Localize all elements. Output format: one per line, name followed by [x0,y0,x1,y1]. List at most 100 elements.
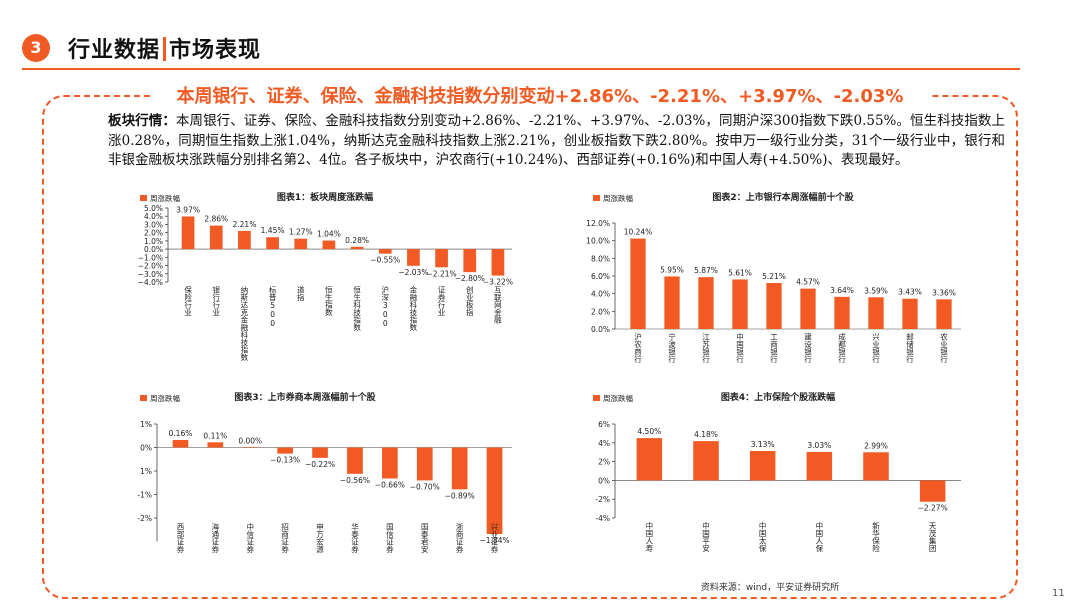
y-tick-label: 1% [140,467,152,476]
y-tick-label: 0.0% [144,245,163,254]
bar [636,438,663,481]
y-tick-label: 2.0% [144,229,163,238]
data-label: 5.21% [762,272,786,281]
data-label: 10.24% [624,228,653,237]
y-tick-label: 2% [598,458,610,467]
bar [834,296,850,329]
x-tick-label: 中国太保 [758,521,767,554]
data-label: 3.97% [176,205,200,214]
chart-4: 图表4：上市保险个股涨跌幅 周涨跌幅 6% 4% 2% 0% -2% -4% 4.50% 中国人寿… [583,390,968,568]
data-label: 2.21% [233,220,257,229]
x-tick-label: 西部证券 [176,523,185,555]
y-tick-label: 8.0% [591,254,610,263]
x-tick-label: 纳斯达克金融科技指数 [240,285,249,363]
source-note: 资料来源：wind，平安证券研究所 [700,583,840,593]
y-tick-label: 3.0% [144,220,163,229]
bar [664,276,680,329]
x-tick-label: 宁波银行 [667,332,676,365]
x-tick-label: 海通证券 [211,522,220,555]
bar [416,447,433,481]
bar [347,447,363,474]
bar [294,238,308,250]
data-label: 5.61% [728,268,752,277]
y-tick-label: 0% [140,444,152,453]
x-tick-label: 中国银行 [735,332,744,365]
legend-label: 周涨跌幅 [603,193,633,203]
chart-title: 图表2：上市银行本周涨幅前十个股 [712,191,854,203]
legend-swatch [593,395,600,401]
x-tick-label: 国泰君安 [420,523,429,555]
bar [381,447,398,479]
x-tick-label: 保险行业 [183,286,192,317]
data-label: −0.56% [340,476,370,485]
x-tick-label: 沪农商行 [633,332,642,365]
x-tick-label: 建设银行 [803,332,812,365]
data-label: 1.04% [317,230,341,239]
y-tick-label: -2% [137,514,152,523]
y-tick-label: 6.0% [591,272,610,281]
data-label: 4.57% [796,278,820,287]
x-tick-label: 兴业证券 [490,523,499,555]
data-label: 0.00% [238,437,262,446]
bar [435,249,448,268]
data-label: 3.36% [932,288,956,297]
data-label: −0.55% [370,256,400,265]
x-tick-label: 天茂集团 [928,522,937,554]
legend-swatch [140,195,147,201]
x-tick-label: 农业银行 [939,332,948,365]
headline-bg [150,82,930,108]
y-tick-label: 1% [140,420,152,429]
data-label: −2.03% [398,268,428,277]
bar [806,451,833,481]
x-tick-label: 国信证券 [385,523,394,555]
page-number: 11 [1052,588,1065,599]
data-label: −0.22% [305,460,335,469]
data-label: −2.21% [427,269,457,278]
y-tick-label: 0% [598,476,610,485]
x-tick-label: 华泰证券 [350,522,359,555]
data-label: 0.16% [169,429,193,438]
x-tick-label: 江苏银行 [701,333,710,365]
bar [322,240,336,250]
bar [172,439,189,448]
data-label: 4.50% [637,427,661,436]
bar [868,297,884,329]
x-tick-label: 创业板指 [465,285,474,318]
bar [630,238,646,329]
x-tick-label: 金融科技指数 [409,285,418,333]
y-tick-label: 4.0% [144,212,163,221]
bar [463,249,477,273]
x-tick-label: 浙商证券 [455,522,464,555]
x-tick-label: 道指 [296,285,305,303]
legend-swatch [140,395,147,401]
bar [209,225,223,250]
bar [863,452,889,481]
bar [749,450,776,481]
bar [207,442,224,448]
section-badge: 3 [22,34,50,62]
data-label: 3.13% [751,440,775,449]
x-tick-label: 新华保险 [871,521,880,554]
title-main: 行业数据 [68,38,161,63]
paragraph-label: 板块行情： [108,113,176,129]
x-tick-label: 恒生指数 [324,285,333,318]
data-label: 2.99% [864,441,888,450]
y-tick-label: −4.0% [138,278,163,287]
x-tick-label: 证券行业 [437,286,446,317]
title-divider [163,37,167,61]
bar [936,299,952,329]
data-label: 3.64% [830,286,854,295]
bar [238,230,251,250]
data-label: 4.18% [694,430,718,439]
x-tick-label: 银行行业 [212,286,221,317]
chart-2: 图表2：上市银行本周涨幅前十个股 周涨跌幅 12.0% 10.0% 8.0% 6.0% 4.… [583,190,968,380]
y-tick-label: 4.0% [591,290,610,299]
bar [277,447,294,454]
data-label: 0.28% [345,236,369,245]
x-tick-label: 标普500 [268,285,277,328]
y-tick-label: 12.0% [586,219,610,228]
legend-label: 周涨跌幅 [150,193,180,203]
y-tick-label: -1% [137,491,152,500]
bar [800,288,816,329]
